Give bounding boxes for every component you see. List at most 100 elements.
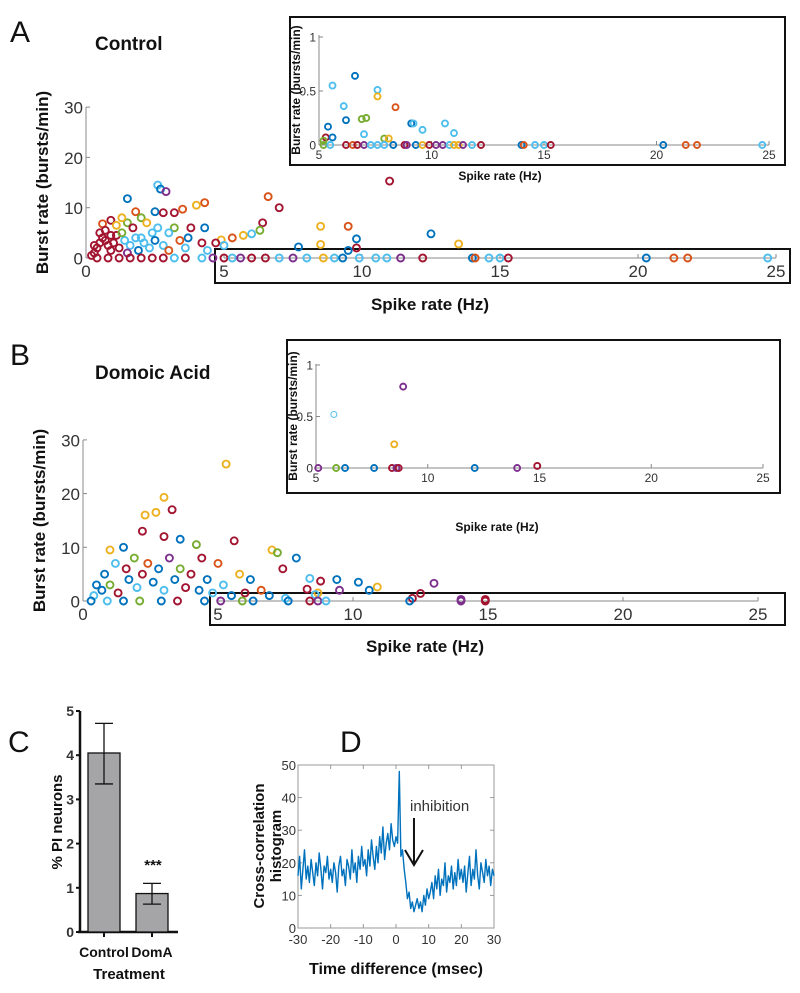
data-point xyxy=(238,230,248,240)
x-axis-label: Spike rate (Hz) xyxy=(366,637,484,656)
y-axis-label: % PI neurons xyxy=(49,774,66,869)
data-point xyxy=(197,238,207,248)
x-axis-label: Spike rate (Hz) xyxy=(371,295,489,314)
data-point xyxy=(291,553,301,563)
data-point xyxy=(129,553,139,563)
y-tick-label: 0.5 xyxy=(296,410,313,424)
data-point xyxy=(335,585,344,595)
y-tick-label: 50 xyxy=(282,758,296,773)
data-point xyxy=(531,141,539,149)
data-point xyxy=(178,204,188,214)
data-point xyxy=(142,218,152,228)
y-tick-label: 0.5 xyxy=(299,85,316,99)
data-point xyxy=(669,253,679,263)
data-point xyxy=(219,253,229,263)
y-axis-label: Burst rate (bursts/min) xyxy=(286,351,300,480)
data-point xyxy=(329,253,339,263)
data-point xyxy=(402,141,411,149)
data-point xyxy=(110,558,120,568)
data-point xyxy=(100,569,110,579)
data-point xyxy=(197,553,207,563)
data-point xyxy=(89,240,99,250)
panel-label-d: D xyxy=(340,726,362,759)
data-point xyxy=(92,253,102,263)
x-tick-label: 5 xyxy=(313,471,320,485)
y-tick-label: 0 xyxy=(289,921,296,936)
data-point xyxy=(122,194,132,204)
data-point xyxy=(180,243,190,253)
y-axis-label-line1: Cross-correlation xyxy=(251,783,268,908)
data-point xyxy=(235,569,245,579)
data-point xyxy=(384,134,393,143)
data-point xyxy=(136,213,146,223)
data-point xyxy=(186,223,196,233)
data-point xyxy=(263,192,273,202)
x-tick-label: 15 xyxy=(537,148,551,162)
panel-b-title: Domoic Acid xyxy=(95,363,210,384)
data-point xyxy=(122,218,132,228)
y-tick-label: 1 xyxy=(309,31,316,45)
x-tick-label: 20 xyxy=(650,148,664,162)
data-point xyxy=(339,102,348,111)
data-point xyxy=(208,588,218,598)
x-tick-label: 25 xyxy=(756,471,770,485)
data-point xyxy=(533,461,542,470)
data-point xyxy=(216,596,226,606)
y-tick-label: 4 xyxy=(66,747,74,763)
data-point xyxy=(153,223,163,233)
data-point xyxy=(389,141,398,149)
data-point xyxy=(181,583,191,593)
data-point xyxy=(382,253,392,263)
data-point xyxy=(191,540,201,550)
data-point xyxy=(175,534,185,544)
data-point xyxy=(429,578,439,588)
data-point xyxy=(150,235,160,245)
data-point xyxy=(133,246,143,255)
x-axis-label: Treatment xyxy=(93,966,165,983)
data-point xyxy=(318,253,328,263)
data-point xyxy=(194,585,204,595)
x-tick-label: 10 xyxy=(344,605,363,624)
data-point xyxy=(283,596,293,606)
x-tick-label: 5 xyxy=(316,148,323,162)
data-point xyxy=(330,410,338,418)
x-tick-label: 15 xyxy=(491,262,510,281)
data-point xyxy=(394,464,403,472)
data-point xyxy=(288,253,298,263)
y-tick-label: 1 xyxy=(306,359,313,373)
data-point xyxy=(693,141,701,149)
x-tick-label: 25 xyxy=(767,262,786,281)
data-point xyxy=(183,233,193,243)
data-point xyxy=(106,230,116,240)
data-point xyxy=(503,253,513,263)
data-point xyxy=(128,223,138,233)
panel-a-title: Control xyxy=(95,34,163,55)
x-tick-label: 20 xyxy=(614,605,633,624)
data-point xyxy=(343,221,353,231)
data-point xyxy=(213,558,223,568)
data-point xyxy=(405,596,415,606)
x-tick-label: 15 xyxy=(479,605,498,624)
data-point xyxy=(103,253,113,263)
x-tick-label: 15 xyxy=(533,471,547,485)
data-point xyxy=(150,207,160,217)
bar-chart: 0 1 2 3 4 5 Control DomA *** Treatment % PI neuron… xyxy=(49,703,178,983)
y-tick-label: 20 xyxy=(61,485,80,504)
data-point xyxy=(164,228,174,238)
data-point xyxy=(100,225,110,235)
data-point xyxy=(170,575,180,584)
data-point xyxy=(111,220,121,230)
data-point xyxy=(459,141,467,149)
data-point xyxy=(120,235,130,245)
data-point xyxy=(467,253,477,263)
data-point xyxy=(97,585,107,595)
data-point xyxy=(135,596,145,606)
arrow-head-icon xyxy=(404,849,424,867)
data-point xyxy=(326,141,335,149)
data-point xyxy=(272,548,282,558)
data-point xyxy=(211,238,221,248)
y-tick-label: 10 xyxy=(61,539,80,558)
data-point xyxy=(132,583,142,593)
data-point xyxy=(169,208,179,218)
